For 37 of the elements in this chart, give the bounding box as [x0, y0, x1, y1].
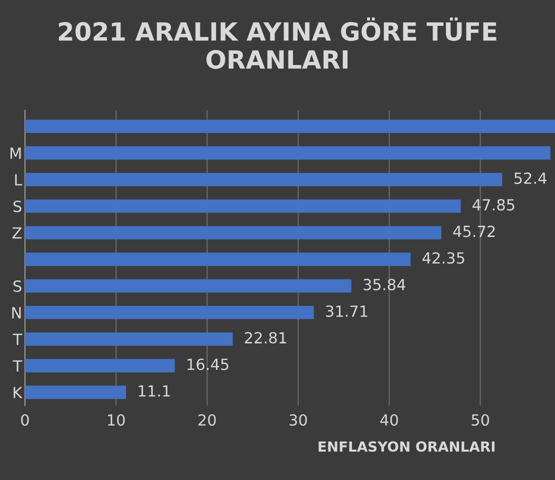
y-tick-label: S — [14, 200, 22, 212]
x-tick-label: 30 — [290, 414, 307, 426]
x-tick-label: 20 — [198, 414, 216, 426]
bar — [24, 359, 175, 372]
bar — [24, 120, 555, 134]
data-label: 11.1 — [138, 385, 170, 397]
data-label: 47.85 — [472, 199, 514, 211]
y-tick-label: T — [12, 334, 22, 345]
data-label: 52.4 — [514, 172, 546, 184]
data-label: 22.81 — [244, 332, 286, 344]
bar — [24, 386, 126, 399]
chart-title: 2021 ARALIK AYINA GÖRE TÜFE ORANLARI — [58, 17, 496, 69]
bar — [24, 172, 502, 186]
bar — [24, 306, 314, 320]
data-label: 42.35 — [422, 252, 464, 264]
bar — [24, 332, 233, 346]
bar — [24, 252, 411, 266]
data-label: 35.84 — [364, 278, 406, 290]
x-tick-label: 40 — [380, 414, 398, 426]
y-tick-label: Z — [12, 227, 22, 239]
x-axis-title: ENFLASYON ORANLARI — [318, 441, 494, 452]
data-label: 31.71 — [326, 305, 368, 317]
data-label: 45.72 — [453, 226, 495, 238]
bar — [24, 226, 442, 240]
x-tick-label: 50 — [472, 414, 490, 426]
bar — [24, 279, 352, 293]
y-tick-label: S — [14, 280, 22, 292]
y-tick-label: L — [15, 174, 22, 186]
y-tick-label: T — [12, 360, 22, 372]
bar — [24, 199, 461, 213]
data-label: 16.45 — [188, 358, 228, 370]
bar — [24, 146, 550, 160]
y-tick-label: K — [14, 386, 23, 398]
x-tick-label: 10 — [108, 414, 125, 426]
y-tick-label: M — [10, 148, 21, 159]
x-tick-label: 0 — [21, 414, 29, 426]
y-tick-label: N — [12, 307, 21, 318]
